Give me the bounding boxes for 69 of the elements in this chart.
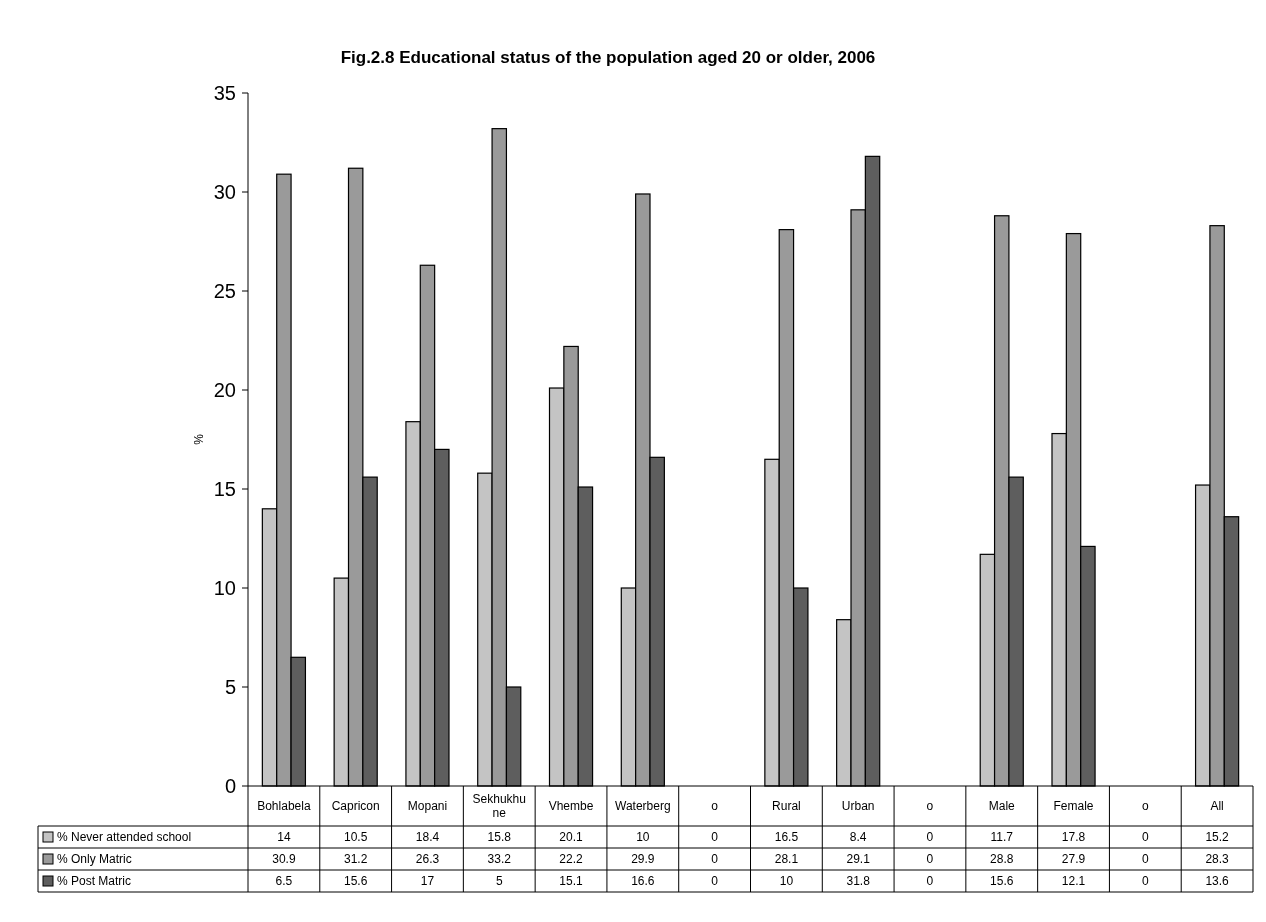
legend-label: % Never attended school	[57, 830, 192, 845]
data-label: 8.4	[849, 830, 867, 845]
data-label: 6.5	[275, 874, 293, 889]
data-label: 0	[711, 852, 719, 867]
data-label: 0	[926, 852, 934, 867]
data-label: 28.8	[990, 852, 1014, 867]
data-label: 29.9	[631, 852, 655, 867]
data-label: 31.2	[344, 852, 368, 867]
data-label: 29.1	[846, 852, 871, 867]
y-tick-label: 25	[213, 280, 236, 302]
data-label: 18.4	[415, 830, 440, 845]
data-label: 0	[926, 830, 934, 845]
chart-title: Fig.2.8 Educational status of the population aged 20 or older, 2006	[340, 48, 876, 67]
data-label: 26.3	[415, 852, 440, 867]
x-tick-label: Urban	[841, 799, 875, 814]
y-tick-label: 0	[224, 775, 236, 797]
data-label: 10	[779, 874, 794, 889]
data-label: 27.9	[1061, 852, 1086, 867]
x-tick-label: Male	[988, 799, 1016, 814]
legend-label: % Only Matric	[57, 852, 132, 867]
y-tick-label: 35	[213, 82, 236, 104]
legend-label: % Post Matric	[57, 874, 132, 889]
data-label: 10	[636, 830, 650, 845]
data-label: 15.6	[990, 874, 1014, 889]
x-tick-label: Female	[1053, 799, 1094, 814]
data-label: 31.8	[846, 874, 871, 889]
data-label: 10.5	[344, 830, 368, 845]
data-label: 15.2	[1205, 830, 1230, 845]
data-label: 5	[495, 874, 503, 889]
data-label: 0	[711, 830, 719, 845]
data-label: 28.1	[774, 852, 799, 867]
data-label: 15.1	[559, 874, 584, 889]
data-label: 0	[711, 874, 719, 889]
x-tick-label: Rural	[772, 799, 801, 814]
y-tick-label: 15	[213, 478, 236, 500]
data-label: 17.8	[1061, 830, 1086, 845]
y-tick-label: 20	[213, 379, 236, 401]
data-label: 16.6	[631, 874, 655, 889]
data-label: 0	[1141, 874, 1149, 889]
x-tick-label: Sekhukhune	[472, 792, 526, 820]
data-label: 0	[1141, 830, 1149, 845]
y-axis-title: %	[192, 433, 206, 445]
x-tick-label: o	[1141, 799, 1149, 814]
x-tick-label: o	[711, 799, 719, 814]
x-tick-label: Capricon	[331, 799, 380, 814]
x-tick-label: All	[1210, 799, 1224, 814]
x-tick-label: o	[926, 799, 934, 814]
y-tick-label: 30	[213, 181, 236, 203]
data-label: 16.5	[774, 830, 799, 845]
x-tick-label: Vhembe	[548, 799, 594, 814]
y-tick-label: 10	[213, 577, 236, 599]
data-label: 0	[926, 874, 934, 889]
x-tick-label: Mopani	[407, 799, 448, 814]
data-label: 11.7	[990, 830, 1014, 845]
data-label: 17	[420, 874, 435, 889]
x-tick-label: Waterberg	[615, 799, 671, 814]
data-label: 0	[1141, 852, 1149, 867]
data-label: 20.1	[559, 830, 584, 845]
data-label: 30.9	[272, 852, 296, 867]
data-label: 12.1	[1061, 874, 1086, 889]
x-tick-label: Bohlabela	[257, 799, 311, 814]
data-label: 13.6	[1205, 874, 1230, 889]
data-label: 28.3	[1205, 852, 1230, 867]
data-label: 15.6	[344, 874, 368, 889]
data-label: 15.8	[487, 830, 512, 845]
data-label: 33.2	[487, 852, 512, 867]
data-label: 14	[277, 830, 291, 845]
y-tick-label: 5	[224, 676, 236, 698]
data-label: 22.2	[559, 852, 584, 867]
